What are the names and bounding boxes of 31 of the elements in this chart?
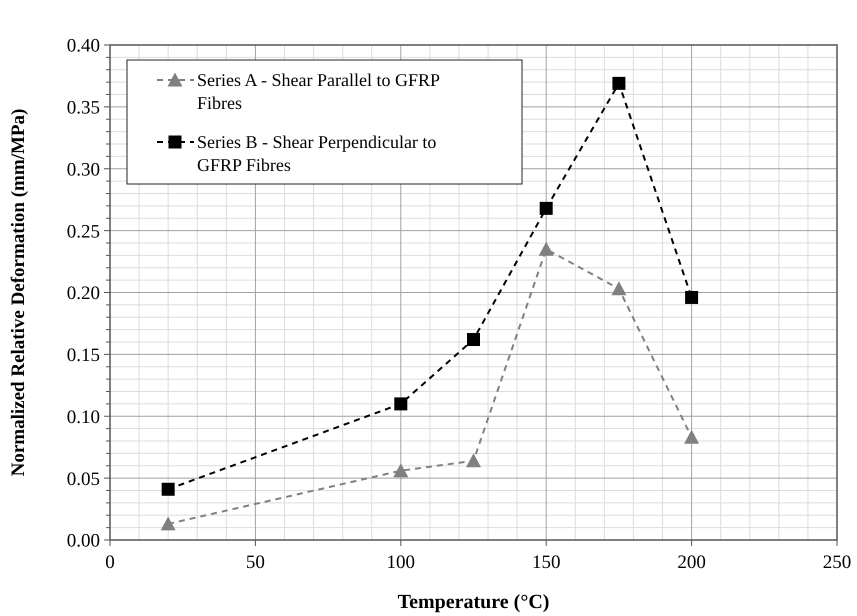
y-axis-title: Normalized Relative Deformation (mm/MPa) — [8, 108, 29, 476]
point — [540, 202, 553, 215]
y-tick-label: 0.15 — [66, 345, 100, 366]
point — [160, 516, 176, 530]
y-tick-label: 0.40 — [66, 36, 100, 57]
y-tick-label: 0.30 — [66, 159, 100, 180]
point — [538, 242, 554, 256]
legend-label: Series B - Shear Perpendicular to GFRP Fibres — [197, 132, 436, 175]
point — [466, 453, 481, 468]
y-tick-label: 0.25 — [66, 221, 100, 242]
y-tick-label: 0.20 — [66, 283, 100, 304]
x-tick-label: 50 — [246, 552, 265, 573]
y-tick-label: 0.00 — [66, 530, 100, 552]
point — [393, 463, 408, 478]
point — [612, 76, 626, 90]
point — [467, 333, 480, 346]
legend-label: Series A - Shear Parallel to GFRP Fibres — [197, 70, 440, 113]
point — [611, 281, 626, 296]
y-tick-label: 0.05 — [66, 468, 100, 490]
y-tick-label: 0.35 — [66, 98, 100, 119]
point — [685, 290, 698, 304]
x-tick-label: 200 — [677, 552, 706, 573]
point — [162, 482, 175, 496]
x-tick-label: 100 — [386, 552, 416, 573]
x-tick-label: 250 — [822, 552, 852, 573]
x-axis-title: Temperature (°C) — [398, 591, 550, 613]
point — [684, 430, 700, 444]
x-tick-label: 150 — [532, 552, 560, 573]
point — [394, 397, 408, 410]
x-tick-label: 0 — [105, 552, 115, 573]
y-tick-label: 0.10 — [66, 406, 100, 428]
